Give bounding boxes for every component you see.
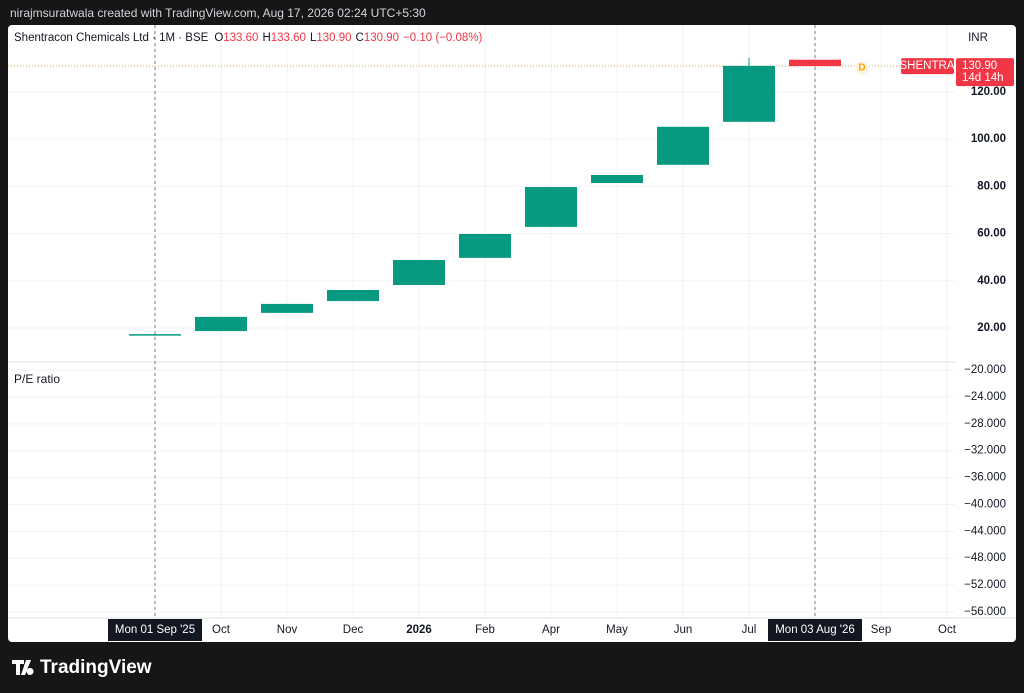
y-tick-label: −56.000 bbox=[964, 606, 1006, 618]
legend-key: C bbox=[356, 32, 364, 44]
logo-mark bbox=[12, 660, 34, 675]
candle-body bbox=[195, 316, 247, 332]
x-tick-label: Mon 03 Aug '26 bbox=[775, 624, 855, 636]
legend-title: Shentracon Chemicals Ltd · 1M · BSE bbox=[14, 32, 209, 44]
legend-key: L bbox=[310, 32, 317, 44]
candle-body bbox=[459, 234, 511, 258]
y-tick-label: −24.000 bbox=[964, 391, 1006, 403]
crosshair-label-box bbox=[768, 619, 862, 641]
x-tick-label: Jun bbox=[674, 624, 693, 636]
crosshair-label-box bbox=[108, 619, 202, 641]
candle-body bbox=[657, 126, 709, 165]
y-tick-label: 80.00 bbox=[977, 180, 1006, 192]
candle-body bbox=[327, 289, 379, 302]
plot-layer: 20.00 40.00 60.00 80.00 100.00 120.00 D Mon 01 … bbox=[8, 25, 1014, 641]
legend-value: 130.90 bbox=[316, 32, 351, 44]
event-marker-label: D bbox=[858, 63, 865, 74]
event-marker bbox=[854, 60, 870, 76]
y-tick-label: −48.000 bbox=[964, 552, 1006, 564]
pane-title: P/E ratio bbox=[14, 372, 60, 386]
legend-value: 133.60 bbox=[223, 32, 258, 44]
x-tick-label: Apr bbox=[542, 624, 560, 636]
symbol-label-box bbox=[901, 58, 954, 75]
candle-body bbox=[261, 303, 313, 313]
x-tick-label: Oct bbox=[212, 624, 231, 636]
x-tick-label: Sep bbox=[871, 624, 891, 636]
footer-logo: TradingView bbox=[12, 657, 152, 678]
y-tick-label: −20.000 bbox=[964, 364, 1006, 376]
x-tick-label: Nov bbox=[277, 624, 298, 636]
legend-change: −0.10 (−0.08%) bbox=[403, 32, 482, 44]
legend-value: 130.90 bbox=[364, 32, 399, 44]
legend: Shentracon Chemicals Ltd · 1M · BSE O133.… bbox=[14, 32, 482, 44]
x-tick-label: Jul bbox=[742, 624, 757, 636]
legend-key: H bbox=[262, 32, 270, 44]
symbol-label: SHENTRA bbox=[900, 60, 955, 72]
candle-body bbox=[393, 259, 445, 286]
y-tick-label: 100.00 bbox=[971, 133, 1006, 145]
grid-layer bbox=[8, 25, 955, 618]
countdown-label: 14d 14h bbox=[962, 72, 1004, 84]
x-tick-label: Mon 01 Sep '25 bbox=[115, 624, 195, 636]
y-tick-label: −36.000 bbox=[964, 472, 1006, 484]
candle-body bbox=[723, 65, 775, 122]
candle-body bbox=[789, 59, 841, 67]
price-label-box bbox=[956, 58, 1014, 87]
legend-key: O bbox=[214, 32, 223, 44]
y-tick-label: −52.000 bbox=[964, 579, 1006, 591]
currency-label: INR bbox=[968, 32, 988, 44]
price-label: 130.90 bbox=[962, 60, 997, 72]
chart-panel bbox=[8, 25, 1016, 642]
y-tick-label: −28.000 bbox=[964, 418, 1006, 430]
legend-value: 133.60 bbox=[271, 32, 306, 44]
candle-body bbox=[591, 174, 643, 183]
y-tick-label: 20.00 bbox=[977, 322, 1006, 334]
y-tick-label: −44.000 bbox=[964, 525, 1006, 537]
candle-body bbox=[129, 334, 181, 336]
x-tick-label: Feb bbox=[475, 624, 495, 636]
header-text: nirajmsuratwala created with TradingView… bbox=[10, 6, 426, 20]
x-tick-label: May bbox=[606, 624, 628, 636]
candle-body bbox=[525, 187, 577, 227]
y-tick-label: −40.000 bbox=[964, 498, 1006, 510]
y-tick-label: −32.000 bbox=[964, 445, 1006, 457]
brand-name: TradingView bbox=[40, 657, 152, 678]
y-tick-label: 60.00 bbox=[977, 228, 1006, 240]
x-tick-label: 2026 bbox=[406, 624, 432, 636]
y-tick-label: 40.00 bbox=[977, 275, 1006, 287]
y-tick-label: 120.00 bbox=[971, 86, 1006, 98]
x-tick-label: Dec bbox=[343, 624, 364, 636]
x-tick-label: Oct bbox=[938, 624, 957, 636]
